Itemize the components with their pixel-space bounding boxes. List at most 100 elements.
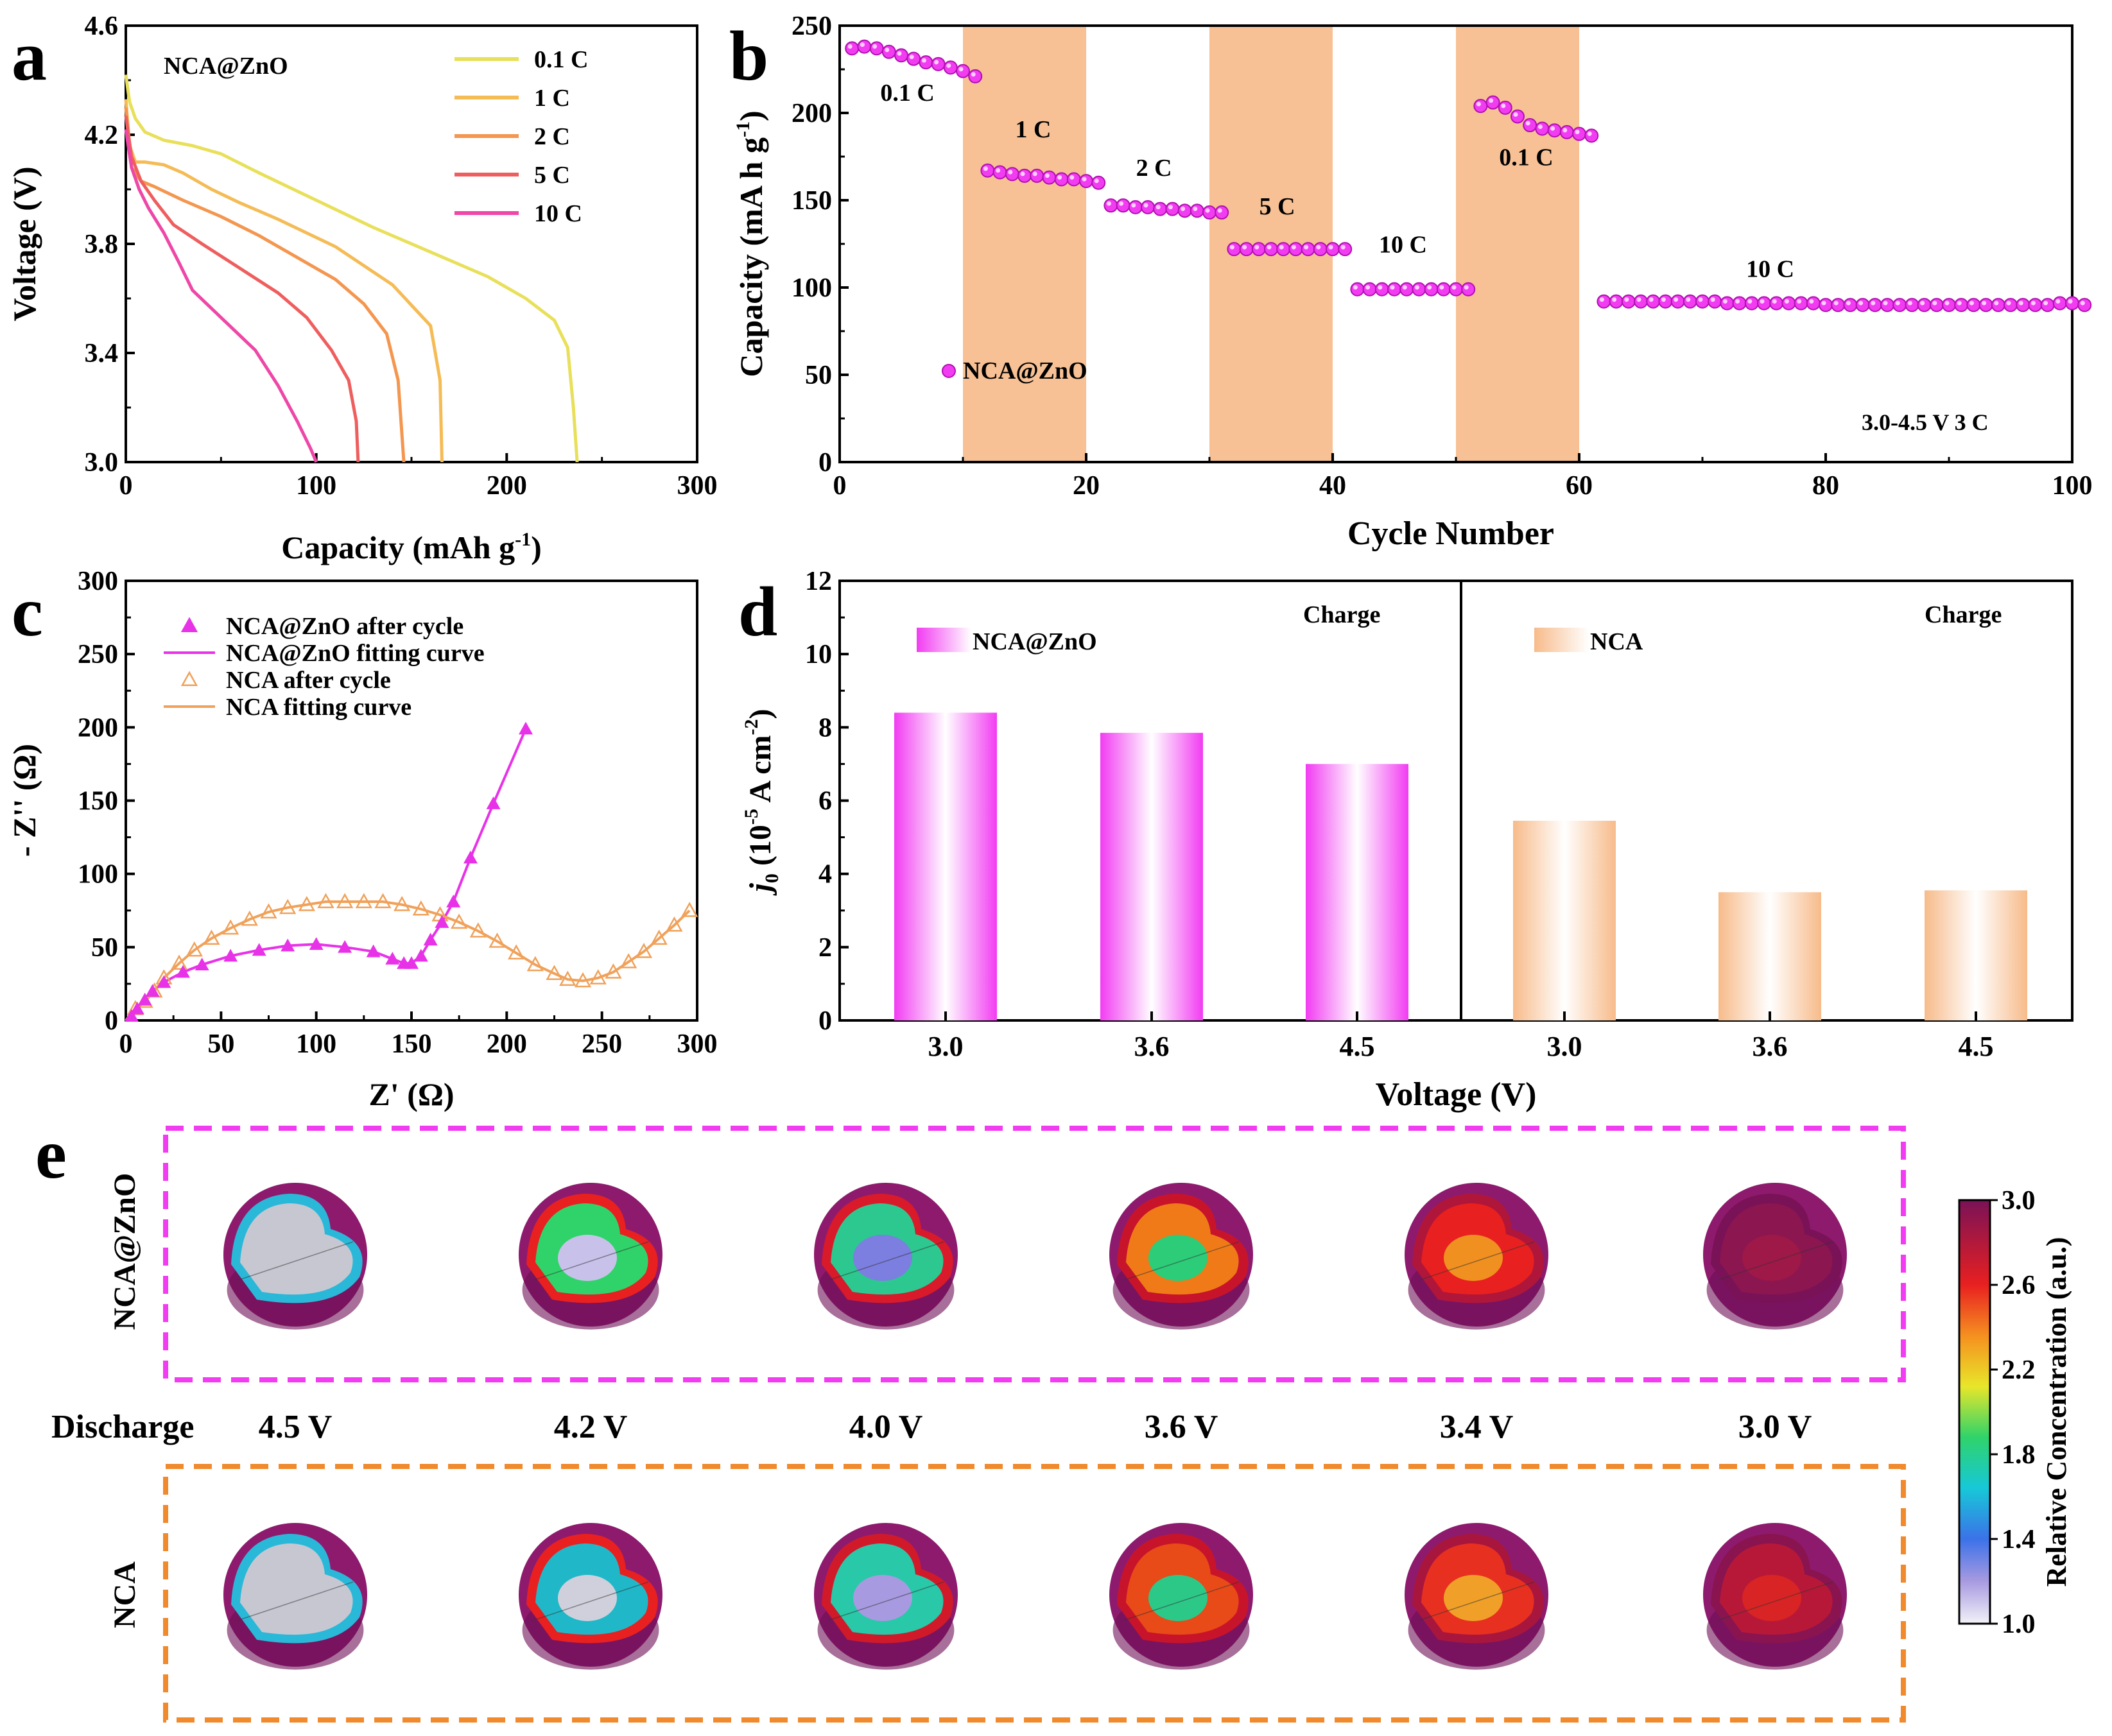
panel-b: b 0 20 40 60 80 100 0 50 100 150 200 250 0.1 C 1 C 2… <box>729 12 2093 552</box>
b-ytick-label: 100 <box>792 273 832 303</box>
panel-label-e: e <box>35 1115 67 1193</box>
data-point-b <box>1338 242 1353 257</box>
data-point-b <box>1362 282 1377 296</box>
data-point-highlight-b <box>1020 171 1025 176</box>
legend-label-c: NCA@ZnO after cycle <box>226 613 463 640</box>
x-axis-a: 0 100 200 300 <box>119 453 718 501</box>
shaded-region-b <box>963 26 1086 462</box>
data-point-b <box>1091 175 1106 190</box>
bar-nca-d <box>1718 892 1821 1020</box>
b-xtick-label: 80 <box>1812 471 1839 501</box>
y-axis-b: 0 50 100 150 200 250 <box>792 12 849 477</box>
colorbar-tick-label-e: 1.8 <box>2002 1440 2036 1470</box>
data-point-highlight-b <box>1378 285 1383 290</box>
y-axis-d: 0 2 4 6 8 10 12 <box>805 567 849 1036</box>
data-point-highlight-b <box>1304 245 1309 250</box>
data-point-b <box>1177 203 1192 218</box>
data-point-highlight-b <box>1439 285 1444 290</box>
legend-swatch-nca-d <box>1534 628 1589 652</box>
sphere-cut-core-e <box>263 1575 322 1621</box>
data-point-ncazno-c <box>309 937 324 950</box>
data-point-b <box>1301 242 1315 257</box>
data-point-b <box>845 41 860 56</box>
data-point-nca-c <box>336 893 354 909</box>
data-point-ncazno-c <box>145 984 160 997</box>
bar-nca-zno-d <box>1100 732 1203 1020</box>
sphere-cut-core-e <box>1444 1235 1503 1281</box>
data-point-b <box>1449 282 1463 296</box>
data-point-highlight-b <box>1340 245 1346 250</box>
rate-label-b: 0.1 C <box>1499 144 1553 171</box>
y-axis-label-c: - Z'' (Ω) <box>6 744 42 857</box>
data-point-b <box>1683 294 1697 309</box>
d-xtick-label: 3.0 <box>1547 1031 1582 1062</box>
data-point-b <box>1867 298 1882 313</box>
data-point-highlight-b <box>946 63 951 68</box>
data-point-ncazno-c <box>385 952 400 965</box>
data-point-b <box>1819 298 1833 313</box>
legend-marker-b <box>942 364 956 378</box>
a-xtick-label: 200 <box>487 471 527 501</box>
data-point-nca-c <box>170 954 188 970</box>
data-point-b <box>1374 282 1389 296</box>
data-point-b <box>919 55 933 70</box>
data-point-highlight-b <box>1267 245 1272 250</box>
b-ytick-label: 150 <box>792 186 832 216</box>
sphere-cut-core-e <box>1148 1575 1207 1621</box>
data-point-ncazno-c <box>157 975 171 988</box>
data-point-b <box>2065 296 2079 311</box>
c-ytick-label: 250 <box>78 640 118 669</box>
y-axis-label-b: Capacity (mA h g-1) <box>732 110 769 377</box>
d-ytick-label: 0 <box>818 1006 832 1036</box>
sphere-cut-core-e <box>1742 1235 1801 1281</box>
legend-label-a: 1 C <box>534 85 570 112</box>
data-point-highlight-b <box>1106 201 1111 206</box>
legend-label-a: 10 C <box>534 200 582 227</box>
sphere-e <box>519 1523 662 1670</box>
y-axis-label-d: j0 (10-5 A cm-2) <box>741 709 783 897</box>
series-lines-a <box>124 74 579 463</box>
data-point-b <box>1646 294 1661 309</box>
data-point-nca-c <box>620 953 637 968</box>
sphere-cut-core-e <box>853 1575 912 1621</box>
b-ytick-label: 200 <box>792 99 832 128</box>
data-point-b <box>992 165 1007 180</box>
data-point-nca-c <box>374 893 392 909</box>
data-point-nca-c <box>298 896 315 911</box>
data-point-highlight-b <box>1390 285 1395 290</box>
shaded-region-b <box>1456 26 1579 462</box>
x-axis-c: 0 50 100 150 200 250 300 <box>119 1011 718 1059</box>
data-point-highlight-b <box>1722 298 1727 304</box>
data-point-highlight-b <box>1821 300 1826 305</box>
a-ytick-label: 3.8 <box>85 230 119 259</box>
data-point-b <box>1005 167 1019 182</box>
colorbar-e <box>1958 1199 1991 1625</box>
legend-label-a: 5 C <box>534 162 570 189</box>
sphere-cut-edge-e <box>532 1581 649 1621</box>
sphere-e <box>519 1183 662 1330</box>
data-point-b <box>1399 282 1414 296</box>
a-ytick-label: 4.2 <box>85 121 119 150</box>
data-point-ncazno-c <box>137 993 152 1006</box>
series-line-5C <box>124 115 360 463</box>
data-points-c <box>124 721 698 1022</box>
data-point-b <box>869 41 884 56</box>
data-point-highlight-b <box>1599 297 1604 302</box>
data-point-highlight-b <box>1994 300 1999 305</box>
data-point-nca-c <box>526 956 544 972</box>
data-point-highlight-b <box>909 55 914 60</box>
b-xtick-label: 0 <box>833 471 847 501</box>
data-point-highlight-b <box>1686 297 1691 302</box>
colorbar-tick-label-e: 3.0 <box>2002 1186 2036 1216</box>
data-point-b <box>1670 294 1685 309</box>
chart-title-a: NCA@ZnO <box>164 53 288 80</box>
data-point-b <box>1510 109 1525 124</box>
mode-label-e: Discharge <box>51 1409 194 1445</box>
panel-label-a: a <box>12 17 47 95</box>
data-point-highlight-b <box>1797 298 1802 304</box>
data-point-highlight-b <box>1181 206 1186 211</box>
data-point-b <box>1042 170 1057 185</box>
data-point-ncazno-c <box>176 965 190 978</box>
data-point-b <box>857 39 872 54</box>
data-points-b <box>845 39 2092 313</box>
